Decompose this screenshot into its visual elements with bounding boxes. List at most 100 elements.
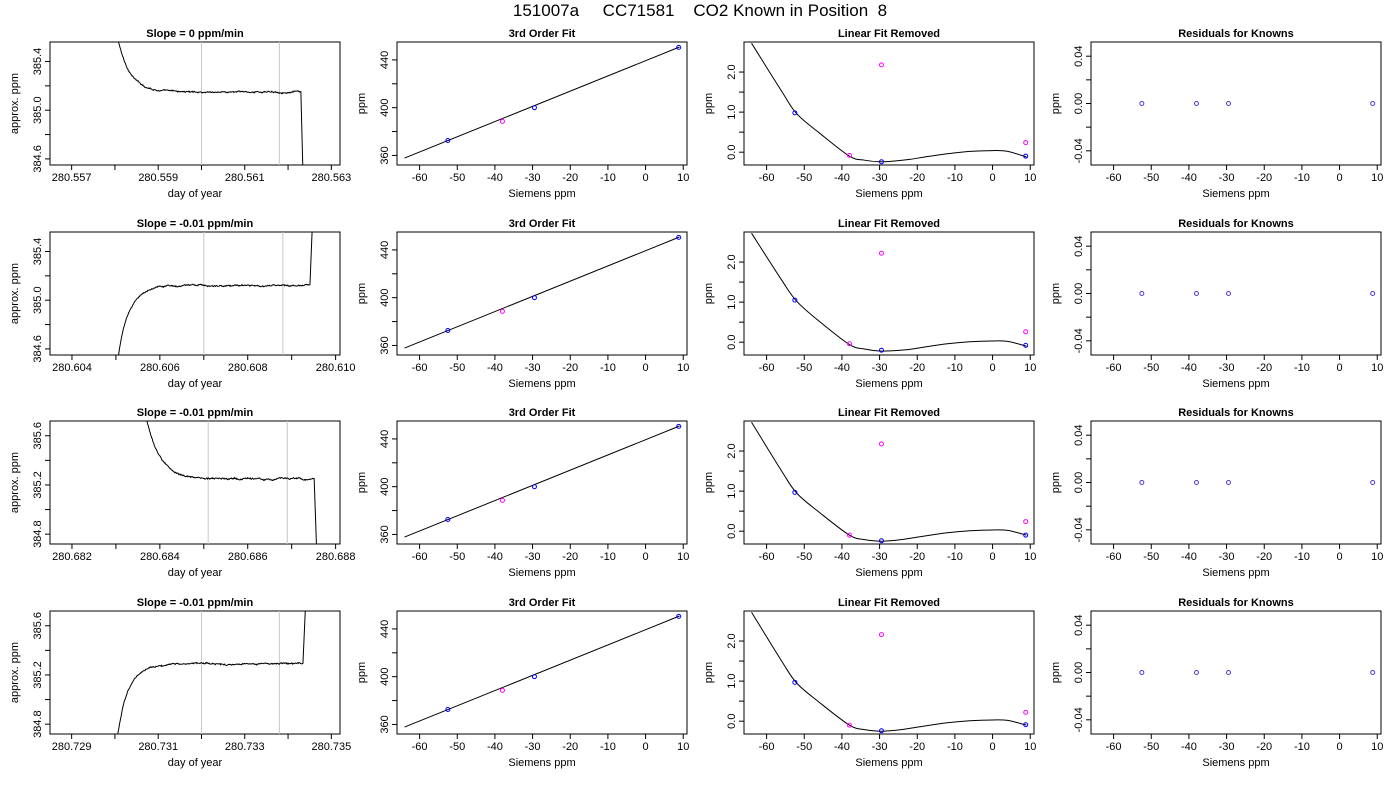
x-tick-label: -20 [909, 551, 925, 563]
y-axis-label: ppm [1050, 283, 1062, 304]
y-tick-label: 0.0 [726, 524, 738, 539]
x-axis-label: Siemens ppm [508, 757, 575, 769]
x-tick-label: -10 [947, 172, 963, 184]
x-tick-label: -30 [525, 741, 541, 753]
y-tick-label: 400 [379, 667, 391, 685]
x-tick-label: 280.604 [52, 362, 92, 374]
x-tick-label: -10 [600, 551, 616, 563]
data-point [499, 118, 505, 124]
y-tick-label: 440 [379, 430, 391, 448]
y-tick-label: 384.8 [32, 520, 44, 548]
data-point [445, 138, 451, 144]
x-tick-label: -20 [562, 362, 578, 374]
y-tick-label: 0.04 [1073, 614, 1085, 635]
data-point [1225, 291, 1231, 296]
panel-title: 3rd Order Fit [509, 28, 576, 40]
y-tick-label: 385.0 [32, 96, 44, 124]
x-tick-label: 280.606 [140, 362, 180, 374]
y-tick-label: 384.6 [32, 145, 44, 173]
x-tick-label: -40 [487, 741, 503, 753]
y-tick-label: 385.2 [32, 661, 44, 689]
y-tick-label: 0.04 [1073, 235, 1085, 256]
panel-title: Linear Fit Removed [838, 407, 940, 419]
data-point [792, 110, 798, 116]
data-point [792, 297, 798, 303]
x-tick-label: 280.610 [316, 362, 356, 374]
x-tick-label: 10 [1024, 362, 1036, 374]
y-tick-label: 385.4 [32, 48, 44, 76]
plot-frame [396, 420, 688, 545]
x-tick-label: 0 [643, 172, 649, 184]
panel-title: Residuals for Knowns [1178, 218, 1294, 230]
plot-area [404, 46, 680, 159]
data-point [1023, 140, 1029, 146]
plot-frame [743, 231, 1035, 356]
y-axis-label: ppm [703, 662, 715, 683]
data-point [1023, 722, 1029, 728]
x-tick-label: -20 [562, 551, 578, 563]
panel-title: Slope = -0.01 ppm/min [137, 407, 254, 419]
plot-area [117, 232, 313, 355]
plot-frame [49, 420, 341, 545]
y-tick-label: 0.04 [1073, 424, 1085, 445]
x-tick-label: 10 [677, 362, 689, 374]
x-tick-label: 0 [643, 362, 649, 374]
x-axis-label: Siemens ppm [855, 757, 922, 769]
x-tick-label: -50 [796, 741, 812, 753]
data-point [445, 517, 451, 523]
panel-8-scatter: Residuals for Knowns -60 -50 -40 -30 -20 -10 0 1… [1050, 218, 1383, 390]
x-tick-label: -50 [1143, 362, 1159, 374]
x-tick-label: 10 [1371, 741, 1383, 753]
plot-frame [49, 41, 341, 166]
panel-title: Slope = -0.01 ppm/min [137, 597, 254, 609]
y-tick-label: 440 [379, 620, 391, 638]
plot-frame [396, 41, 688, 166]
x-tick-label: -10 [947, 362, 963, 374]
x-axis-label: Siemens ppm [1202, 757, 1269, 769]
x-tick-label: -30 [872, 362, 888, 374]
y-tick-label: 385.2 [32, 471, 44, 499]
x-tick-label: -60 [1106, 741, 1122, 753]
fit-line [404, 425, 680, 538]
data-point [531, 105, 537, 111]
x-axis-label: day of year [168, 567, 223, 579]
y-tick-label: 385.6 [32, 612, 44, 640]
x-axis-label: Siemens ppm [855, 567, 922, 579]
x-tick-label: -30 [1219, 362, 1235, 374]
x-tick-label: -30 [1219, 551, 1235, 563]
plot-frame [396, 231, 688, 356]
x-tick-label: 0 [990, 362, 996, 374]
x-axis-label: Siemens ppm [508, 188, 575, 200]
x-tick-label: -60 [1106, 362, 1122, 374]
x-tick-label: -30 [1219, 172, 1235, 184]
plot-frame [1090, 41, 1382, 166]
panel-11-scatter: Linear Fit Removed -60 -50 -40 -30 -20 -10 0 10 0… [703, 407, 1036, 579]
panel-12-scatter: Residuals for Knowns -60 -50 -40 -30 -20 -10 0 1… [1050, 407, 1383, 579]
x-tick-label: -10 [947, 741, 963, 753]
x-tick-label: -50 [449, 741, 465, 753]
data-point [1023, 519, 1029, 525]
panel-15-scatter: Linear Fit Removed -60 -50 -40 -30 -20 -10 0 10 0… [703, 597, 1036, 769]
data-point [499, 497, 505, 503]
x-tick-label: -60 [759, 741, 775, 753]
x-tick-label: -60 [759, 172, 775, 184]
data-point [1139, 101, 1145, 106]
x-tick-label: 280.561 [225, 172, 265, 184]
x-tick-label: -50 [1143, 172, 1159, 184]
y-axis-label: ppm [356, 472, 368, 493]
x-tick-label: -30 [872, 551, 888, 563]
data-point [878, 250, 884, 256]
data-point [792, 489, 798, 495]
plot-frame [743, 420, 1035, 545]
x-tick-label: -40 [834, 172, 850, 184]
panel-14-scatter: 3rd Order Fit -60 -50 -40 -30 -20 -10 0 10 360 400… [356, 597, 689, 769]
panel-title: Linear Fit Removed [838, 597, 940, 609]
y-tick-label: 385.0 [32, 286, 44, 314]
x-tick-label: -10 [600, 741, 616, 753]
y-tick-label: 384.6 [32, 335, 44, 363]
page-title: 151007a CC71581 CO2 Known in Position 8 [512, 1, 888, 20]
plot-frame [396, 610, 688, 735]
x-axis-label: Siemens ppm [508, 567, 575, 579]
panel-title: Linear Fit Removed [838, 28, 940, 40]
x-tick-label: 280.735 [311, 741, 351, 753]
